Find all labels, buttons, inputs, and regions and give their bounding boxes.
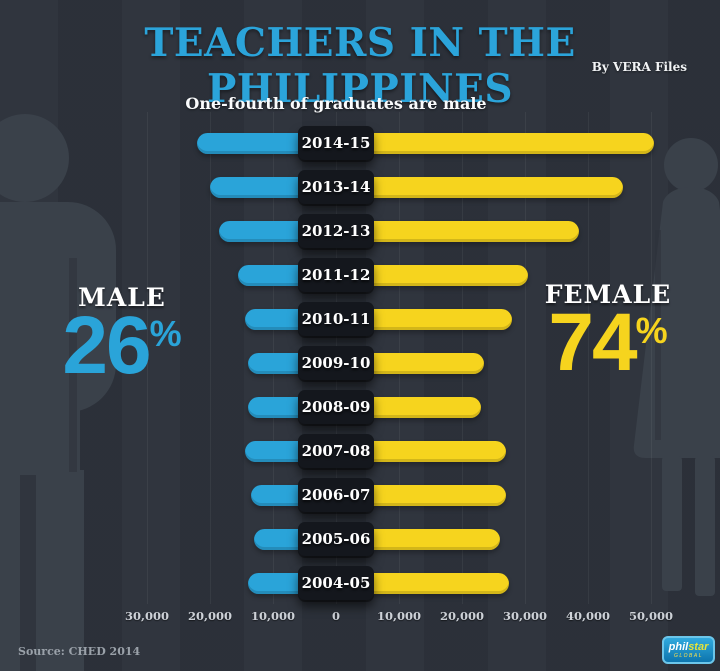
- year-label-box: 2009-10: [298, 346, 374, 380]
- axis-tick-label: 20,000: [187, 609, 233, 623]
- gridline: [524, 112, 526, 604]
- year-label-box: 2006-07: [298, 478, 374, 512]
- year-label: 2004-05: [301, 574, 371, 592]
- female-label: FEMALE: [544, 280, 672, 309]
- year-label: 2006-07: [301, 486, 371, 504]
- year-label: 2010-11: [301, 310, 371, 328]
- philstar-logo-global: GLOBAL: [673, 652, 703, 659]
- year-label: 2008-09: [301, 398, 371, 416]
- year-label-box: 2008-09: [298, 390, 374, 424]
- male-silhouette-graphic: [0, 114, 116, 671]
- year-label: 2005-06: [301, 530, 371, 548]
- gridline: [146, 112, 148, 604]
- year-label-box: 2004-05: [298, 566, 374, 600]
- year-label: 2011-12: [301, 266, 371, 284]
- year-label: 2012-13: [301, 222, 371, 240]
- chart-subtitle: One-fourth of graduates are male: [185, 94, 487, 113]
- female-bar: [326, 264, 529, 286]
- year-label-box: 2014-15: [298, 126, 374, 160]
- axis-tick-label: 50,000: [628, 609, 674, 623]
- female-percent-sign: %: [635, 310, 668, 351]
- axis-tick-label: 0: [331, 609, 341, 623]
- male-percent-value: 26: [62, 300, 151, 391]
- axis-tick-label: 40,000: [565, 609, 611, 623]
- axis-tick-label: 10,000: [250, 609, 296, 623]
- year-label-box: 2012-13: [298, 214, 374, 248]
- female-silhouette-graphic: [633, 138, 720, 596]
- year-label-box: 2005-06: [298, 522, 374, 556]
- source-note: Source: CHED 2014: [18, 645, 141, 658]
- page-title: TEACHERS IN THE PHILIPPINES: [144, 20, 576, 112]
- year-label: 2013-14: [301, 178, 371, 196]
- byline: By VERA Files: [591, 60, 687, 74]
- female-summary: FEMALE 74 %: [528, 280, 688, 388]
- female-percent-value: 74: [548, 297, 637, 388]
- gridline: [587, 112, 589, 604]
- axis-tick-label: 30,000: [502, 609, 548, 623]
- axis-tick-label: 30,000: [124, 609, 170, 623]
- year-label-box: 2010-11: [298, 302, 374, 336]
- year-label: 2009-10: [301, 354, 371, 372]
- male-summary: MALE 26 %: [42, 283, 202, 391]
- philstar-logo-wordmark: philstar: [668, 640, 709, 653]
- year-label-box: 2013-14: [298, 170, 374, 204]
- female-bar: [326, 176, 623, 198]
- axis-tick-label: 20,000: [439, 609, 485, 623]
- female-bar: [326, 220, 579, 242]
- gridline: [209, 112, 211, 604]
- philstar-logo: philstar GLOBAL: [662, 636, 715, 664]
- year-label-box: 2007-08: [298, 434, 374, 468]
- year-label: 2007-08: [301, 442, 371, 460]
- axis-tick-label: 10,000: [376, 609, 422, 623]
- year-label: 2014-15: [301, 134, 371, 152]
- male-label: MALE: [78, 283, 166, 312]
- female-bar: [326, 132, 655, 154]
- gridline: [650, 112, 652, 604]
- male-percent-sign: %: [149, 313, 182, 354]
- year-label-box: 2011-12: [298, 258, 374, 292]
